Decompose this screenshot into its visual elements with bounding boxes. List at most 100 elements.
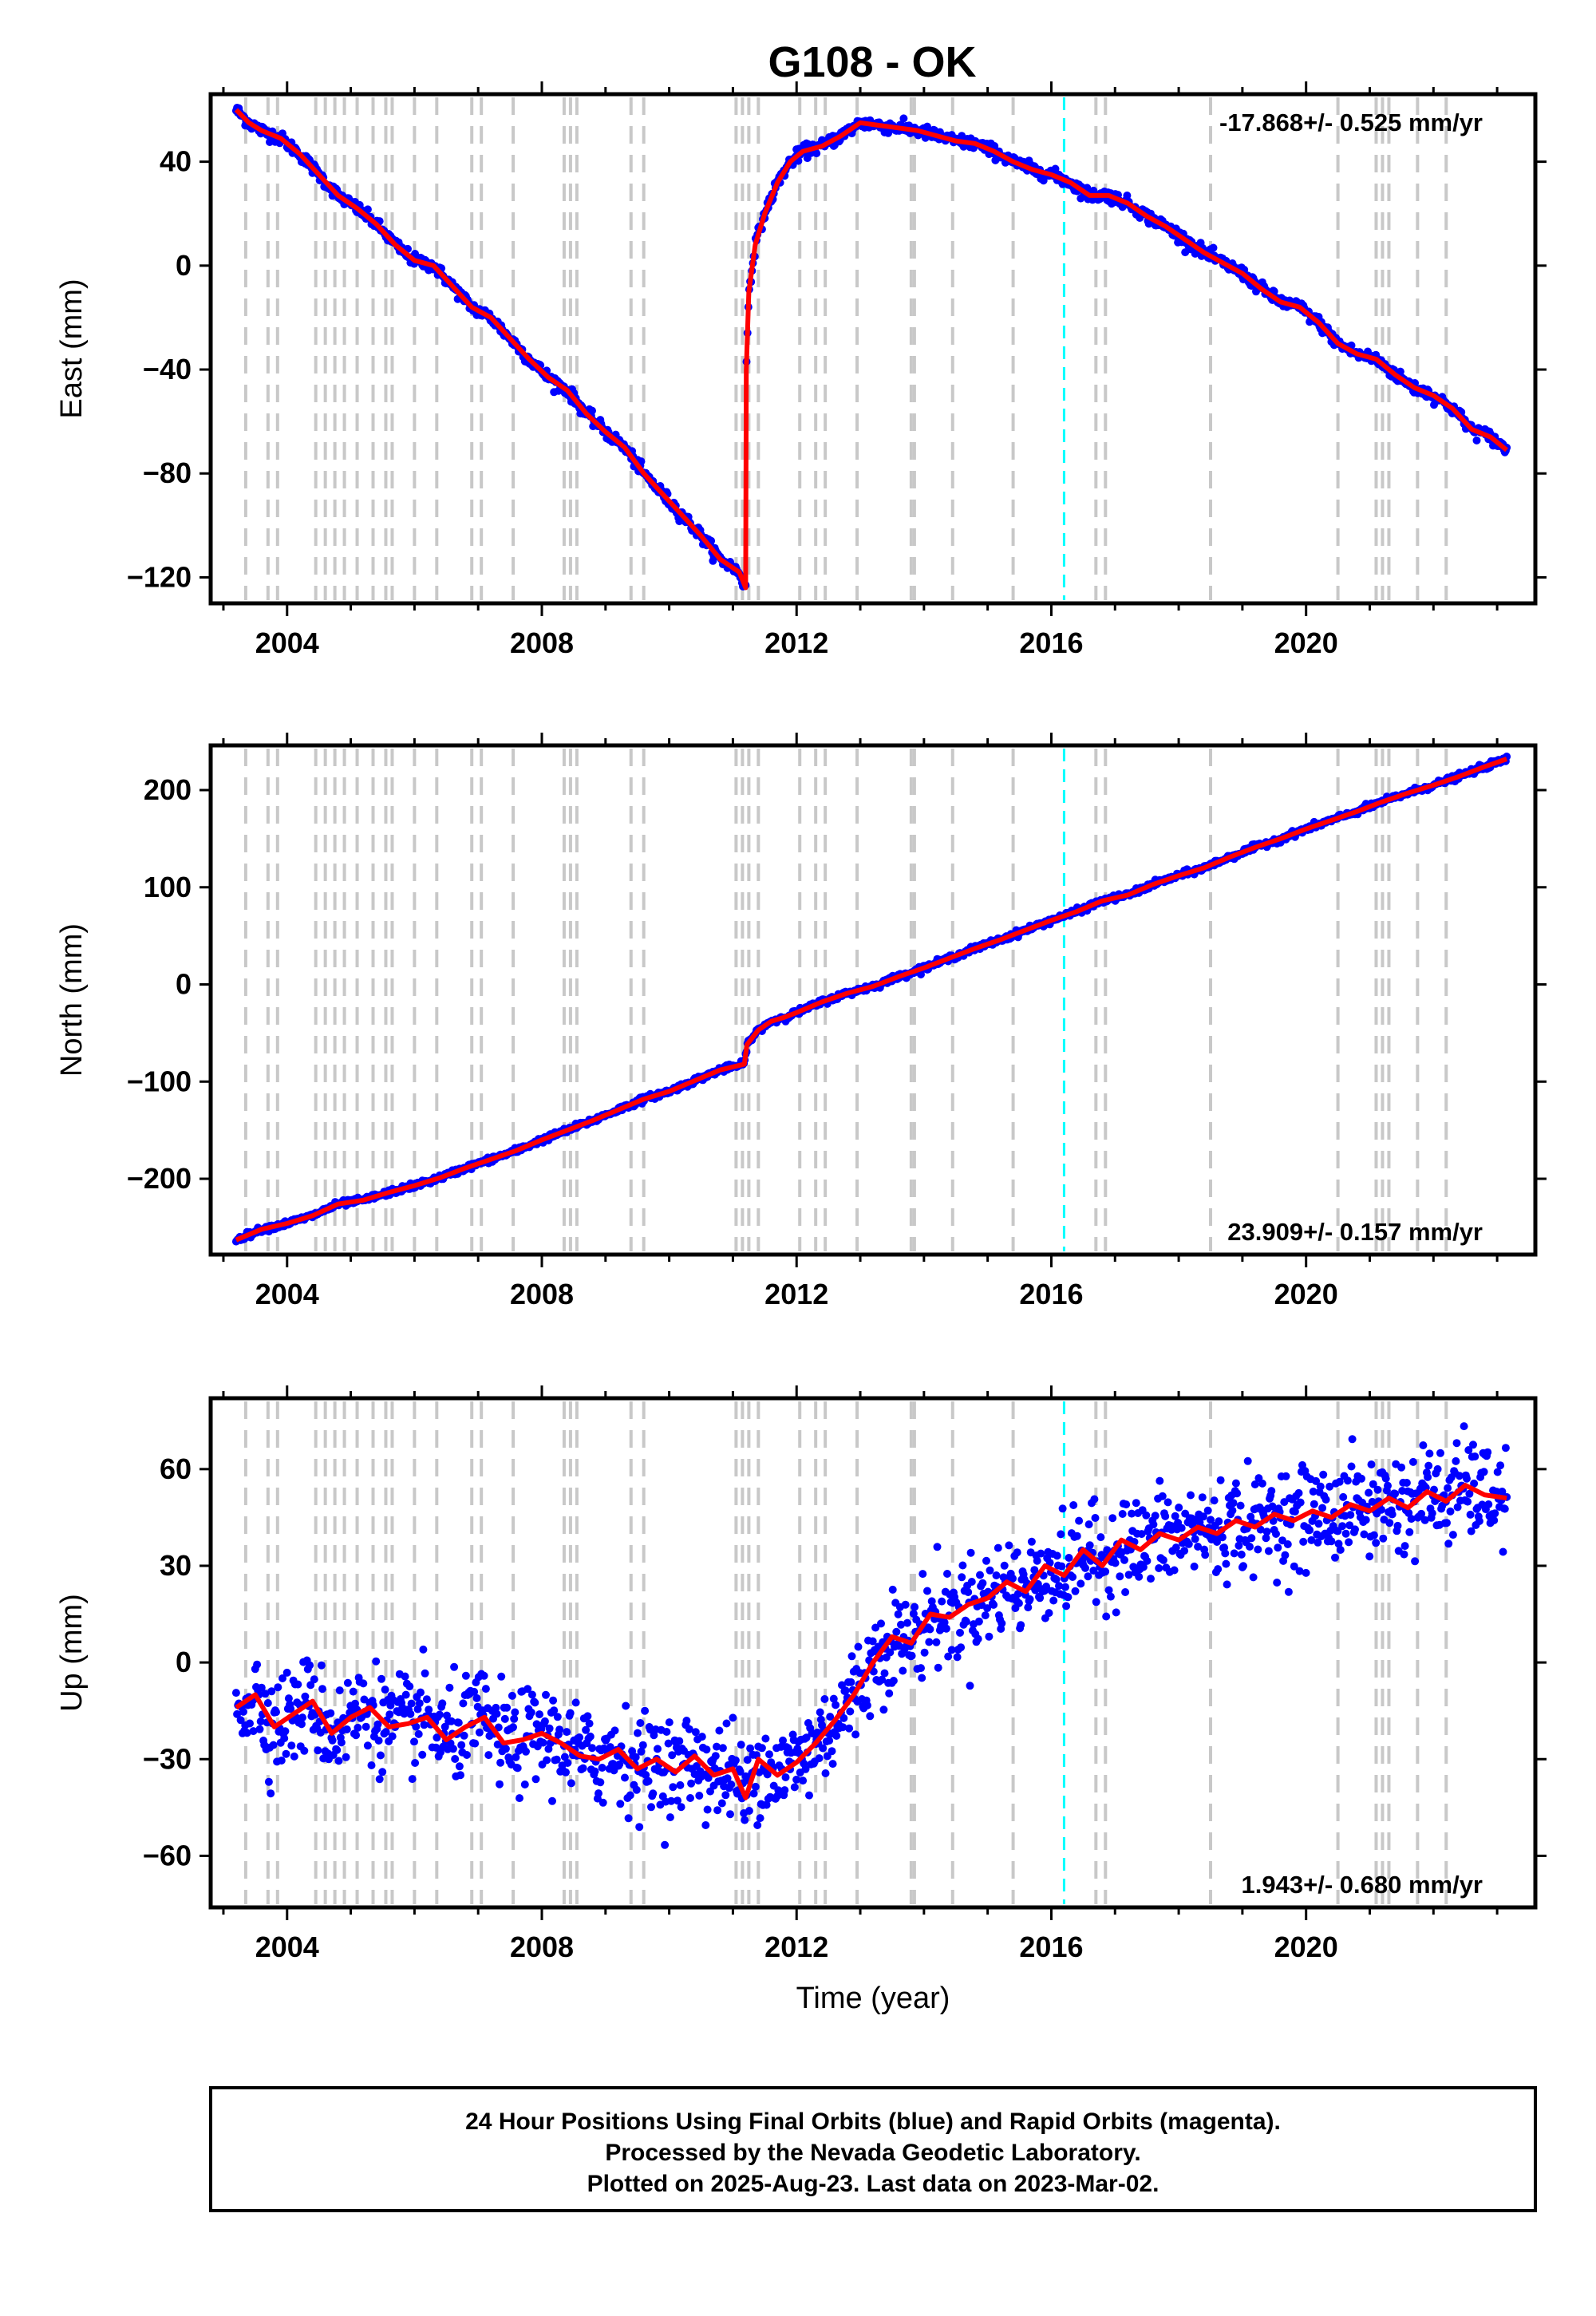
up-data-point [669,1783,678,1792]
up-data-point [510,1714,519,1723]
up-data-point [677,1803,685,1812]
up-data-point [549,1696,558,1705]
up-data-point [520,1780,529,1788]
up-data-point [1274,1543,1282,1552]
north-rate-label: 23.909+/- 0.157 mm/yr [1227,1218,1483,1246]
up-data-point [1108,1514,1117,1523]
up-xlabel: Time (year) [796,1982,950,2015]
up-data-point [1464,1446,1473,1454]
up-data-point [459,1699,468,1708]
up-xtick-label: 2004 [255,1931,319,1963]
up-data-point [294,1680,302,1689]
up-data-point [1397,1463,1406,1472]
up-data-point [1319,1470,1328,1479]
up-xtick-label: 2020 [1274,1931,1338,1963]
up-data-point [1314,1538,1322,1547]
up-data-point [1499,1547,1507,1556]
up-data-point [496,1758,505,1767]
up-data-point [897,1620,905,1629]
up-data-point [1262,1534,1270,1543]
up-data-point [826,1713,835,1721]
up-ytick-label: 0 [176,1646,192,1678]
up-data-point [579,1764,587,1773]
up-data-point [317,1661,326,1670]
up-data-point [757,1744,766,1753]
up-data-point [1321,1496,1330,1504]
up-data-point [1139,1563,1148,1571]
up-data-point [986,1566,994,1575]
up-data-point [880,1669,889,1678]
up-data-point [512,1753,520,1761]
up-data-point [1393,1521,1402,1530]
up-data-point [792,1775,801,1784]
up-data-point [889,1677,898,1685]
up-data-point [412,1722,421,1731]
up-data-point [974,1634,982,1643]
up-data-point [1470,1479,1479,1488]
up-data-point [1369,1531,1378,1539]
up-data-point [481,1685,490,1694]
up-data-point [374,1737,383,1745]
up-data-point [1137,1530,1146,1539]
up-data-point [563,1759,572,1767]
up-data-point [535,1710,543,1719]
up-data-point [662,1728,671,1736]
up-data-point [261,1690,270,1698]
up-data-point [923,1587,931,1595]
up-data-point [1112,1608,1120,1617]
up-data-point [1243,1456,1252,1465]
up-data-point [598,1798,607,1807]
up-data-point [1055,1582,1063,1591]
up-data-point [1500,1504,1509,1513]
up-data-point [550,1706,559,1715]
up-data-point [749,1789,758,1798]
up-data-point [472,1694,481,1702]
up-data-point [743,1756,752,1765]
up-data-point [1367,1460,1376,1468]
up-data-point [727,1780,736,1788]
up-data-point [846,1707,855,1716]
up-data-point [813,1728,822,1737]
up-data-point [297,1720,306,1729]
up-data-point [879,1705,888,1714]
up-data-point [942,1624,950,1633]
up-data-point [511,1708,519,1717]
up-data-point [406,1709,415,1718]
up-data-point [1469,1441,1477,1449]
up-data-point [1484,1500,1493,1508]
north-ytick-label: −200 [127,1162,192,1195]
up-data-point [1075,1516,1084,1525]
up-data-point [1444,1484,1452,1492]
up-data-point [726,1810,734,1819]
up-data-point [231,1689,240,1697]
up-data-point [907,1651,916,1660]
east-data-point [1209,243,1218,252]
up-data-point [711,1752,720,1761]
up-data-point [543,1756,551,1765]
up-data-point [411,1759,420,1767]
up-data-point [583,1712,592,1721]
up-data-point [1025,1595,1034,1603]
up-data-point [839,1713,848,1722]
up-data-point [334,1757,343,1765]
up-data-point [272,1708,280,1717]
up-data-point [634,1729,642,1737]
up-data-point [1281,1551,1290,1559]
up-data-point [497,1672,506,1681]
up-data-point [1171,1512,1179,1520]
up-data-point [1347,1462,1356,1471]
north-xtick-label: 2004 [255,1278,319,1310]
up-data-point [475,1728,484,1737]
up-data-point [1296,1498,1305,1507]
up-data-point [1283,1540,1292,1548]
up-data-point [1053,1551,1061,1560]
up-fit-line [235,1483,1507,1800]
up-data-point [966,1548,975,1557]
up-data-point [737,1741,745,1749]
up-data-point [1147,1575,1155,1583]
up-data-point [494,1723,503,1732]
up-data-point [450,1662,459,1671]
up-data-point [1065,1554,1073,1562]
up-data-point [420,1721,429,1729]
up-data-point [944,1652,953,1661]
